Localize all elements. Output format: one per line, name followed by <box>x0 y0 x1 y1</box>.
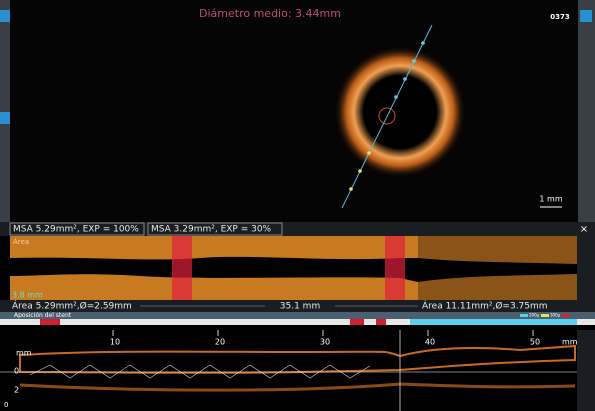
malapposition <box>376 319 386 325</box>
longitudinal-view <box>0 325 595 411</box>
msa-label: MSA 5.29mm², EXP = 100% <box>13 225 139 235</box>
axis-unit: mm <box>562 338 578 347</box>
area-axis-label: Área <box>13 237 29 246</box>
frame-number: 0373 <box>550 13 570 21</box>
tick-label: 10 <box>110 338 120 347</box>
scale-label: 1 mm <box>539 195 562 204</box>
stent-edge <box>172 236 192 300</box>
corner-label: 0 <box>4 401 8 409</box>
mean-diameter: Diámetro medio: 3.44mm <box>199 7 341 20</box>
tick-label: 40 <box>425 338 435 347</box>
catheter <box>378 107 396 125</box>
tick-group: 10 20 30 40 50 <box>110 330 540 347</box>
right-reference: Área 11.11mm²,Ø=3.75mm <box>422 300 548 312</box>
right-toolbar[interactable] <box>578 0 595 222</box>
side-tick: 0 <box>14 367 19 376</box>
legend-label: 300µ <box>550 313 561 318</box>
side-panel[interactable] <box>577 330 595 411</box>
side-panel[interactable] <box>577 236 595 312</box>
stent-struts <box>29 364 371 379</box>
lumen-profile <box>10 256 577 282</box>
left-tool-icon[interactable] <box>0 10 10 22</box>
legend-swatch <box>541 314 549 317</box>
length-bg <box>265 300 335 312</box>
label-row <box>0 222 595 236</box>
malapposition <box>350 319 364 325</box>
stent-edge <box>385 236 405 300</box>
side-tick: 2 <box>14 386 19 395</box>
legend-label: 200µ <box>529 313 540 318</box>
msa-box <box>147 222 283 236</box>
left-tool-icon[interactable] <box>0 112 10 124</box>
close-button[interactable]: × <box>580 224 588 235</box>
apposition-header <box>0 312 595 319</box>
cut-line-dots <box>349 41 425 191</box>
length-label: 35.1 mm <box>280 302 320 312</box>
apposition-title: Aposición del stent <box>14 312 72 319</box>
reference-band <box>410 319 577 325</box>
legend-swatch <box>520 314 528 317</box>
tick-label: 20 <box>215 338 225 347</box>
diameter-label: 3.8 mm <box>12 291 43 300</box>
malapposition <box>40 319 60 325</box>
tick-label: 30 <box>320 338 330 347</box>
side-unit: mm <box>16 349 32 358</box>
apposition-bar <box>0 319 595 325</box>
msa-label: MSA 3.29mm², EXP = 30% <box>151 225 272 235</box>
cross-section-view <box>0 0 595 222</box>
left-toolbar[interactable] <box>0 0 10 222</box>
vessel-border <box>19 382 576 392</box>
vessel-border <box>19 344 576 374</box>
vessel-wall <box>334 46 466 178</box>
right-tool-icon[interactable] <box>580 10 592 22</box>
left-reference: Área 5.29mm²,Ø=2.59mm <box>12 300 132 312</box>
legend-swatch <box>562 314 570 317</box>
msa-box <box>9 222 145 236</box>
cut-line <box>341 24 433 209</box>
tick-label: 50 <box>530 338 540 347</box>
